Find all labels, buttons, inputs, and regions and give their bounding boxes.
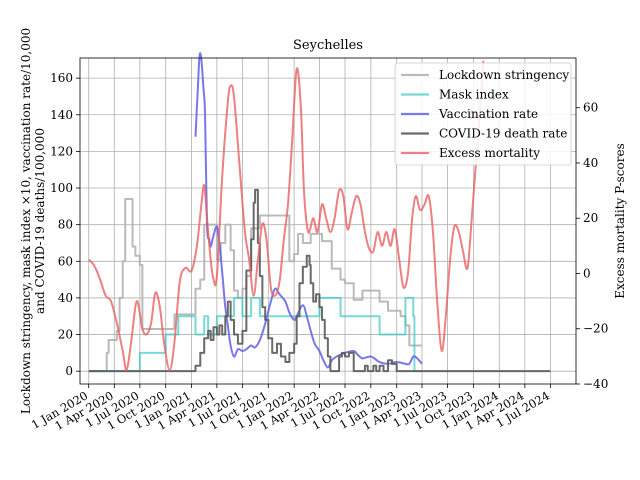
y-tick-label-right: −20 bbox=[583, 322, 608, 336]
right-axis: −40 −20 0 20 40 60 bbox=[576, 101, 608, 391]
legend-box bbox=[394, 62, 572, 166]
plot-frame bbox=[79, 57, 577, 385]
y-tick-label-left: 20 bbox=[58, 328, 73, 342]
y-tick-label-left: 120 bbox=[50, 144, 73, 158]
legend-label: Lockdown stringency bbox=[439, 68, 569, 82]
y-axis-label-left-line1: Lockdown stringency, mask index ×10, vac… bbox=[19, 28, 33, 414]
legend-label: Mask index bbox=[439, 88, 509, 102]
y-axis-label-left-line2: and COVID-19 deaths/100,000 bbox=[33, 128, 47, 314]
legend: Lockdown stringency Mask index Vaccination… bbox=[394, 62, 572, 166]
y-tick-label-left: 100 bbox=[50, 181, 73, 195]
series-lines bbox=[87, 52, 551, 373]
y-tick-label-right: −40 bbox=[583, 377, 608, 391]
y-axis-label-right: Excess mortality P-scores bbox=[613, 143, 627, 298]
legend-label: COVID-19 death rate bbox=[439, 127, 567, 141]
y-tick-label-right: 20 bbox=[583, 211, 598, 225]
legend-label: Vaccination rate bbox=[438, 107, 538, 121]
y-tick-label-left: 160 bbox=[50, 71, 73, 85]
y-tick-label-left: 40 bbox=[58, 291, 73, 305]
chart-title: Seychelles bbox=[293, 38, 363, 53]
series-line-vaccination-rate bbox=[194, 52, 423, 369]
y-tick-label-left: 60 bbox=[58, 254, 73, 268]
legend-label: Excess mortality bbox=[439, 146, 540, 160]
y-tick-label-left: 140 bbox=[50, 108, 73, 122]
left-axis: 0 20 40 60 80 100 120 140 160 bbox=[50, 71, 80, 378]
y-tick-label-left: 80 bbox=[58, 218, 73, 232]
series-line-excess-mortality bbox=[87, 60, 485, 372]
y-tick-label-right: 60 bbox=[583, 101, 598, 115]
y-tick-label-left: 0 bbox=[65, 364, 73, 378]
y-tick-label-right: 0 bbox=[583, 266, 591, 280]
gridlines bbox=[80, 58, 576, 384]
series-line-covid-19-death-rate bbox=[88, 188, 551, 373]
y-tick-label-right: 40 bbox=[583, 156, 598, 170]
